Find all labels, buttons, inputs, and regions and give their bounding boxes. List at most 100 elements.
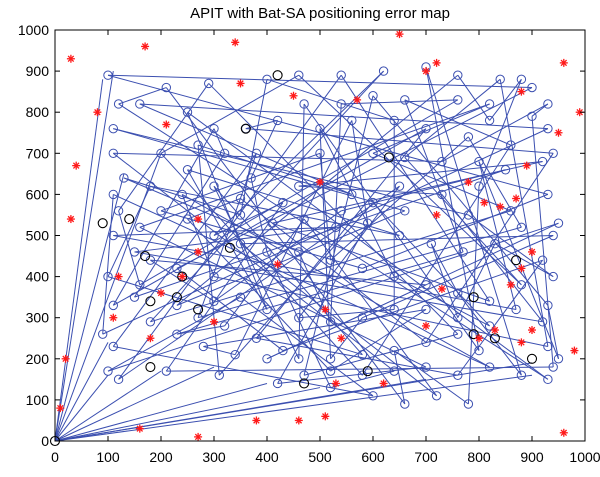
x-tick-label: 100	[96, 449, 120, 465]
anchor-stroke	[237, 80, 244, 87]
anchor-point	[321, 412, 330, 421]
node-point	[177, 271, 188, 282]
error-line	[123, 177, 299, 253]
anchor-point	[210, 317, 218, 326]
error-line	[361, 144, 512, 376]
markers-layer	[49, 30, 584, 447]
estimate-point	[394, 181, 405, 191]
error-line	[118, 87, 167, 105]
estimate-point	[235, 193, 246, 204]
error-line	[224, 218, 305, 327]
error-line	[54, 79, 104, 442]
estimate-point	[548, 148, 558, 159]
estimate-point	[516, 280, 527, 290]
anchor-stroke	[194, 215, 202, 223]
estimate-point	[182, 107, 193, 117]
anchor-stroke	[62, 355, 69, 363]
estimate-point	[262, 354, 272, 364]
estimate-point	[145, 181, 156, 191]
error-line	[113, 235, 517, 310]
anchor-stroke	[295, 417, 303, 424]
estimate-point	[251, 148, 262, 159]
error-line	[150, 259, 427, 286]
anchor-stroke	[322, 306, 329, 313]
anchor-point	[114, 272, 123, 281]
estimate-point	[198, 341, 209, 352]
x-tick-label: 400	[255, 449, 279, 465]
estimate-point	[278, 197, 288, 208]
estimate-point	[230, 349, 240, 360]
anchor-stroke	[433, 59, 440, 67]
anchor-point	[56, 404, 65, 413]
anchor-point	[194, 432, 203, 441]
anchor-point	[517, 264, 526, 273]
error-line	[298, 185, 400, 319]
error-line	[478, 161, 559, 359]
error-line	[197, 145, 220, 376]
error-line	[139, 103, 548, 130]
estimate-point	[325, 366, 336, 376]
anchor-stroke	[528, 248, 536, 256]
anchor-point	[294, 416, 303, 425]
estimate-point	[177, 189, 187, 200]
error-line	[150, 185, 400, 236]
error-line	[54, 173, 125, 442]
anchor-stroke	[57, 404, 64, 412]
estimate-point	[516, 222, 527, 232]
estimate-point	[484, 296, 495, 306]
estimate-point	[103, 70, 113, 80]
anchor-stroke	[422, 67, 430, 75]
anchor-stroke	[332, 380, 340, 387]
anchor-point	[236, 79, 245, 88]
error-line	[213, 210, 342, 302]
y-tick-label: 900	[26, 63, 50, 79]
anchor-stroke	[528, 326, 536, 334]
estimate-point	[400, 95, 410, 105]
error-line	[134, 153, 226, 298]
estimate-point	[209, 123, 219, 134]
error-line	[54, 374, 533, 442]
anchor-stroke	[253, 417, 260, 424]
estimate-point	[453, 329, 463, 339]
error-line	[54, 362, 533, 442]
estimate-point	[172, 329, 182, 339]
y-tick-label: 700	[26, 145, 50, 161]
anchor-point	[522, 161, 531, 170]
estimate-point	[235, 239, 246, 249]
anchor-point	[194, 215, 203, 224]
node-point	[145, 296, 156, 307]
estimate-point	[113, 206, 124, 216]
anchor-point	[506, 280, 515, 289]
anchor-point	[475, 334, 483, 343]
estimate-point	[182, 214, 193, 224]
anchor-stroke	[210, 318, 218, 326]
x-tick-label: 900	[520, 449, 544, 465]
node-point	[97, 218, 108, 229]
node-point	[299, 378, 310, 389]
anchor-stroke	[422, 322, 430, 330]
estimate-point	[272, 115, 283, 126]
error-line	[197, 226, 522, 319]
estimate-point	[315, 123, 325, 134]
axes-ticks: 0 100 200 300 400 500 600 700 800 900 1000 0 100 200 3…	[18, 22, 600, 465]
anchor-point	[517, 87, 526, 96]
estimate-point	[474, 156, 484, 167]
estimate-point	[315, 148, 325, 159]
error-line	[113, 152, 442, 163]
estimate-point	[209, 296, 219, 306]
anchor-stroke	[141, 43, 149, 50]
x-tick-label: 300	[202, 449, 226, 465]
anchor-stroke	[136, 425, 144, 432]
estimate-point	[484, 321, 495, 331]
error-line	[112, 153, 257, 347]
estimate-point	[209, 271, 219, 282]
error-line	[187, 169, 400, 236]
x-tick-label: 500	[308, 449, 332, 465]
x-tick-label: 700	[414, 449, 438, 465]
node-point	[362, 366, 373, 377]
y-tick-label: 100	[26, 392, 50, 408]
anchor-stroke	[290, 92, 297, 100]
estimate-point	[156, 148, 166, 159]
anchor-point	[512, 194, 521, 203]
error-line	[393, 350, 469, 405]
